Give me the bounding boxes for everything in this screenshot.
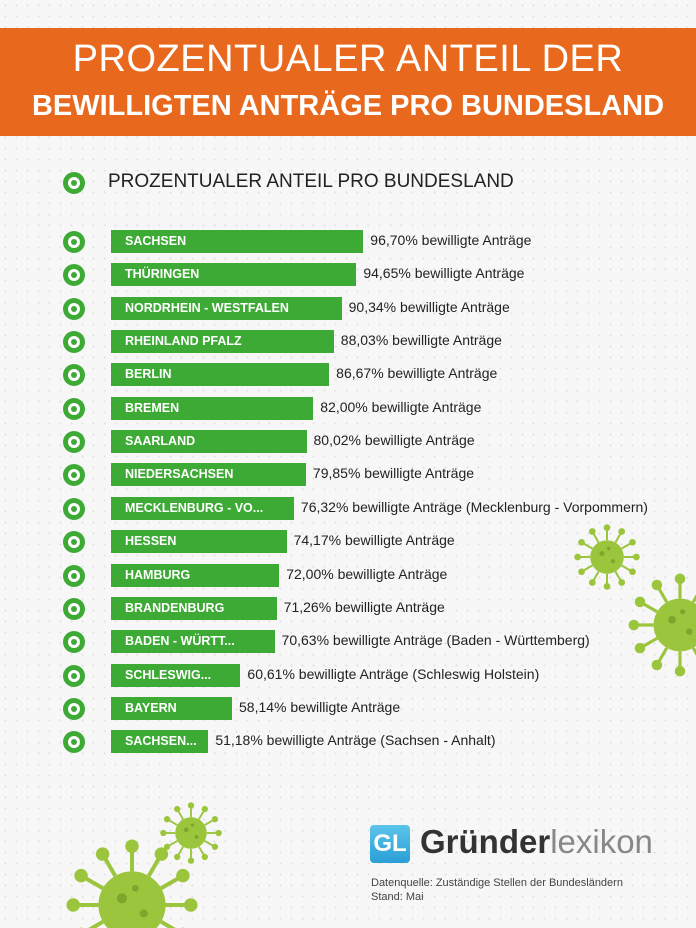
data-label: 71,26% bewilligte Anträge [283,598,445,615]
bullet-icon [63,631,85,654]
virus-icon [574,524,640,590]
bar: MECKLENBURG - VO... [111,496,294,520]
bullet-icon [63,731,85,754]
brand-name: Gründerlexikon [420,823,653,861]
source-note: Datenquelle: Zuständige Stellen der Bund… [371,876,623,904]
bar: THÜRINGEN [111,263,357,287]
bar: SCHLESWIG... [111,663,241,687]
bar: BADEN - WÜRTT... [111,630,275,654]
data-label: 86,67% bewilligte Anträge [336,365,498,382]
data-label: 94,65% bewilligte Anträge [363,265,525,282]
source-text: Datenquelle: Zuständige Stellen der Bund… [371,877,623,889]
bullet-icon [63,431,85,454]
brand-bold: Gründer [420,823,551,860]
data-label: 82,00% bewilligte Anträge [320,398,482,415]
virus-icon [160,802,222,864]
data-label: 70,63% bewilligte Anträge (Baden - Württ… [281,632,590,649]
bullet-icon [63,597,85,620]
bullet-icon [63,264,85,287]
bar: SAARLAND [111,430,307,454]
bar: NORDRHEIN - WESTFALEN [111,296,342,320]
title-line-2: BEWILLIGTEN ANTRÄGE PRO BUNDESLAND [31,90,665,122]
virus-icon [66,839,198,928]
data-label: 76,32% bewilligte Anträge (Mecklenburg -… [300,498,648,515]
bar: BERLIN [111,363,330,387]
data-label: 74,17% bewilligte Anträge [293,532,455,549]
bar: SACHSEN [111,230,364,253]
brand-light: lexikon [550,823,653,860]
data-label: 96,70% bewilligte Anträge [370,232,532,248]
bar: SACHSEN... [111,730,209,754]
bullet-icon [63,231,85,253]
data-label: 90,34% bewilligte Anträge [348,298,510,315]
virus-icon [628,573,696,677]
bullet-icon [63,464,85,487]
bullet-icon [63,397,85,420]
bullet-icon [63,331,85,354]
chart-title: PROZENTUALER ANTEIL PRO BUNDESLAND [108,171,514,192]
bullet-icon [63,564,85,587]
bar: NIEDERSACHSEN [111,463,306,487]
title-banner: PROZENTUALER ANTEIL DER BEWILLIGTEN ANTR… [0,28,696,136]
data-label: 72,00% bewilligte Anträge [286,565,448,582]
bar: HESSEN [111,530,287,554]
data-label: 88,03% bewilligte Anträge [340,332,502,349]
bar: BAYERN [111,696,232,720]
data-label: 79,85% bewilligte Anträge [312,465,475,482]
bullet-icon [63,664,85,687]
data-label: 60,61% bewilligte Anträge (Schleswig Hol… [247,665,540,682]
bullet-icon [63,497,85,520]
bullet-icon [63,531,85,554]
bullet-icon [63,172,85,194]
bullet-icon [63,364,85,387]
data-label: 58,14% bewilligte Anträge [239,698,401,715]
bullet-icon [63,697,85,720]
bullet-icon [63,297,85,320]
title-line-1: PROZENTUALER ANTEIL DER [72,38,624,80]
stand-text: Stand: Mai [371,891,424,903]
bar: BRANDENBURG [111,596,277,620]
data-label: 80,02% bewilligte Anträge [313,432,475,449]
data-label: 51,18% bewilligte Anträge (Sachsen - Anh… [215,732,496,749]
bar: BREMEN [111,396,314,420]
logo-mark: GL [370,825,410,863]
bar: RHEINLAND PFALZ [111,330,334,354]
bar: HAMBURG [111,563,280,587]
